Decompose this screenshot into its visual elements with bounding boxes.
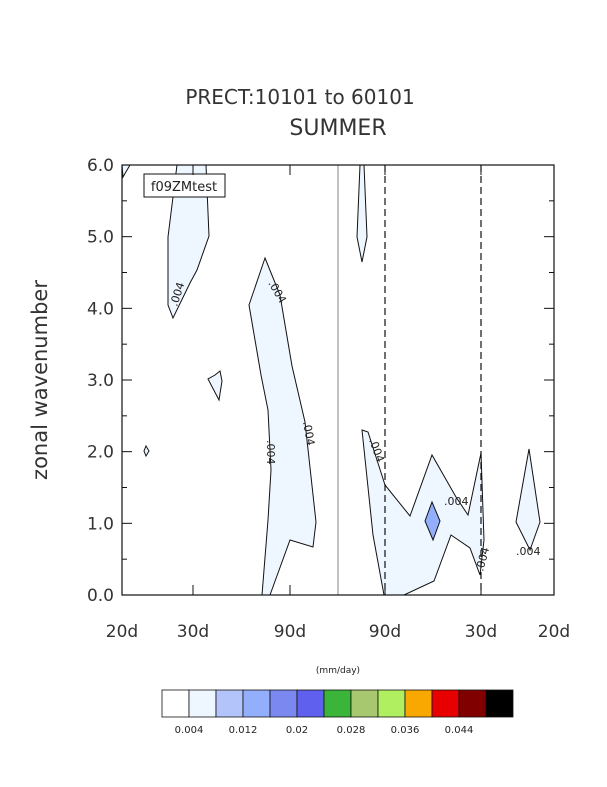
colorbar-swatch [269,689,298,718]
colorbar-swatch [377,689,406,718]
colorbar-swatch [215,689,244,718]
x-tick-label: 90d [274,622,306,642]
colorbar [161,689,514,718]
contour-label: .004 [444,495,469,508]
y-tick-label: 0.0 [87,586,114,606]
y-tick-label: 1.0 [87,514,114,534]
colorbar-swatch [485,689,514,718]
contour-label: .004 [264,440,277,465]
contour-region-small-left [207,370,223,402]
y-tick-label: 2.0 [87,443,114,463]
contour-region-topleft-corner [121,164,131,179]
y-tick-label: 4.0 [87,299,114,319]
contour-labels: .004 .004 .004 .004 .004 .004 .004 .004 [167,278,540,573]
colorbar-label: 0.004 [175,725,204,736]
colorbar-labels: 0.004 0.012 0.02 0.028 0.036 0.044 [175,725,474,736]
x-axis-ticks: 20d 30d 90d 90d 30d 20d [106,165,570,642]
colorbar-swatch [458,689,487,718]
colorbar-label: 0.028 [337,725,366,736]
contour-label: .004 [516,545,541,558]
y-tick-label: 5.0 [87,228,114,248]
case-label: f09ZMtest [151,180,217,195]
colorbar-swatch [296,689,325,718]
colorbar-swatch [431,689,460,718]
x-tick-label: 90d [369,622,401,642]
case-label-box: f09ZMtest [143,173,226,198]
colorbar-swatch [161,689,190,718]
y-axis-label: zonal wavenumber [28,280,52,480]
x-tick-label: 30d [465,622,497,642]
chart-subtitle: SUMMER [289,116,386,141]
y-tick-label: 3.0 [87,371,114,391]
contour-label: .004 [473,546,492,573]
x-tick-label: 20d [106,622,138,642]
contour-region-far-right [515,448,541,552]
contour-label: .004 [300,420,317,446]
x-tick-label: 30d [177,622,209,642]
colorbar-swatch [242,689,271,718]
colorbar-swatch [404,689,433,718]
colorbar-label: 0.02 [286,725,308,736]
colorbar-swatch [350,689,379,718]
colorbar-label: 0.036 [391,725,420,736]
contour-fills [121,164,541,596]
colorbar-label: 0.012 [229,725,258,736]
contour-region-top-spike [356,164,368,263]
colorbar-units: (mm/day) [316,666,360,676]
contour-region-tiny-dot [143,444,150,458]
chart-title: PRECT:10101 to 60101 [185,85,414,109]
y-tick-label: 6.0 [87,156,114,176]
contour-region-inner-blue [424,500,441,542]
colorbar-swatch [188,689,217,718]
colorbar-label: 0.044 [445,725,474,736]
y-axis-ticks: 0.0 1.0 2.0 3.0 4.0 5.0 6.0 [87,156,554,606]
x-tick-label: 20d [538,622,570,642]
colorbar-swatch [323,689,352,718]
